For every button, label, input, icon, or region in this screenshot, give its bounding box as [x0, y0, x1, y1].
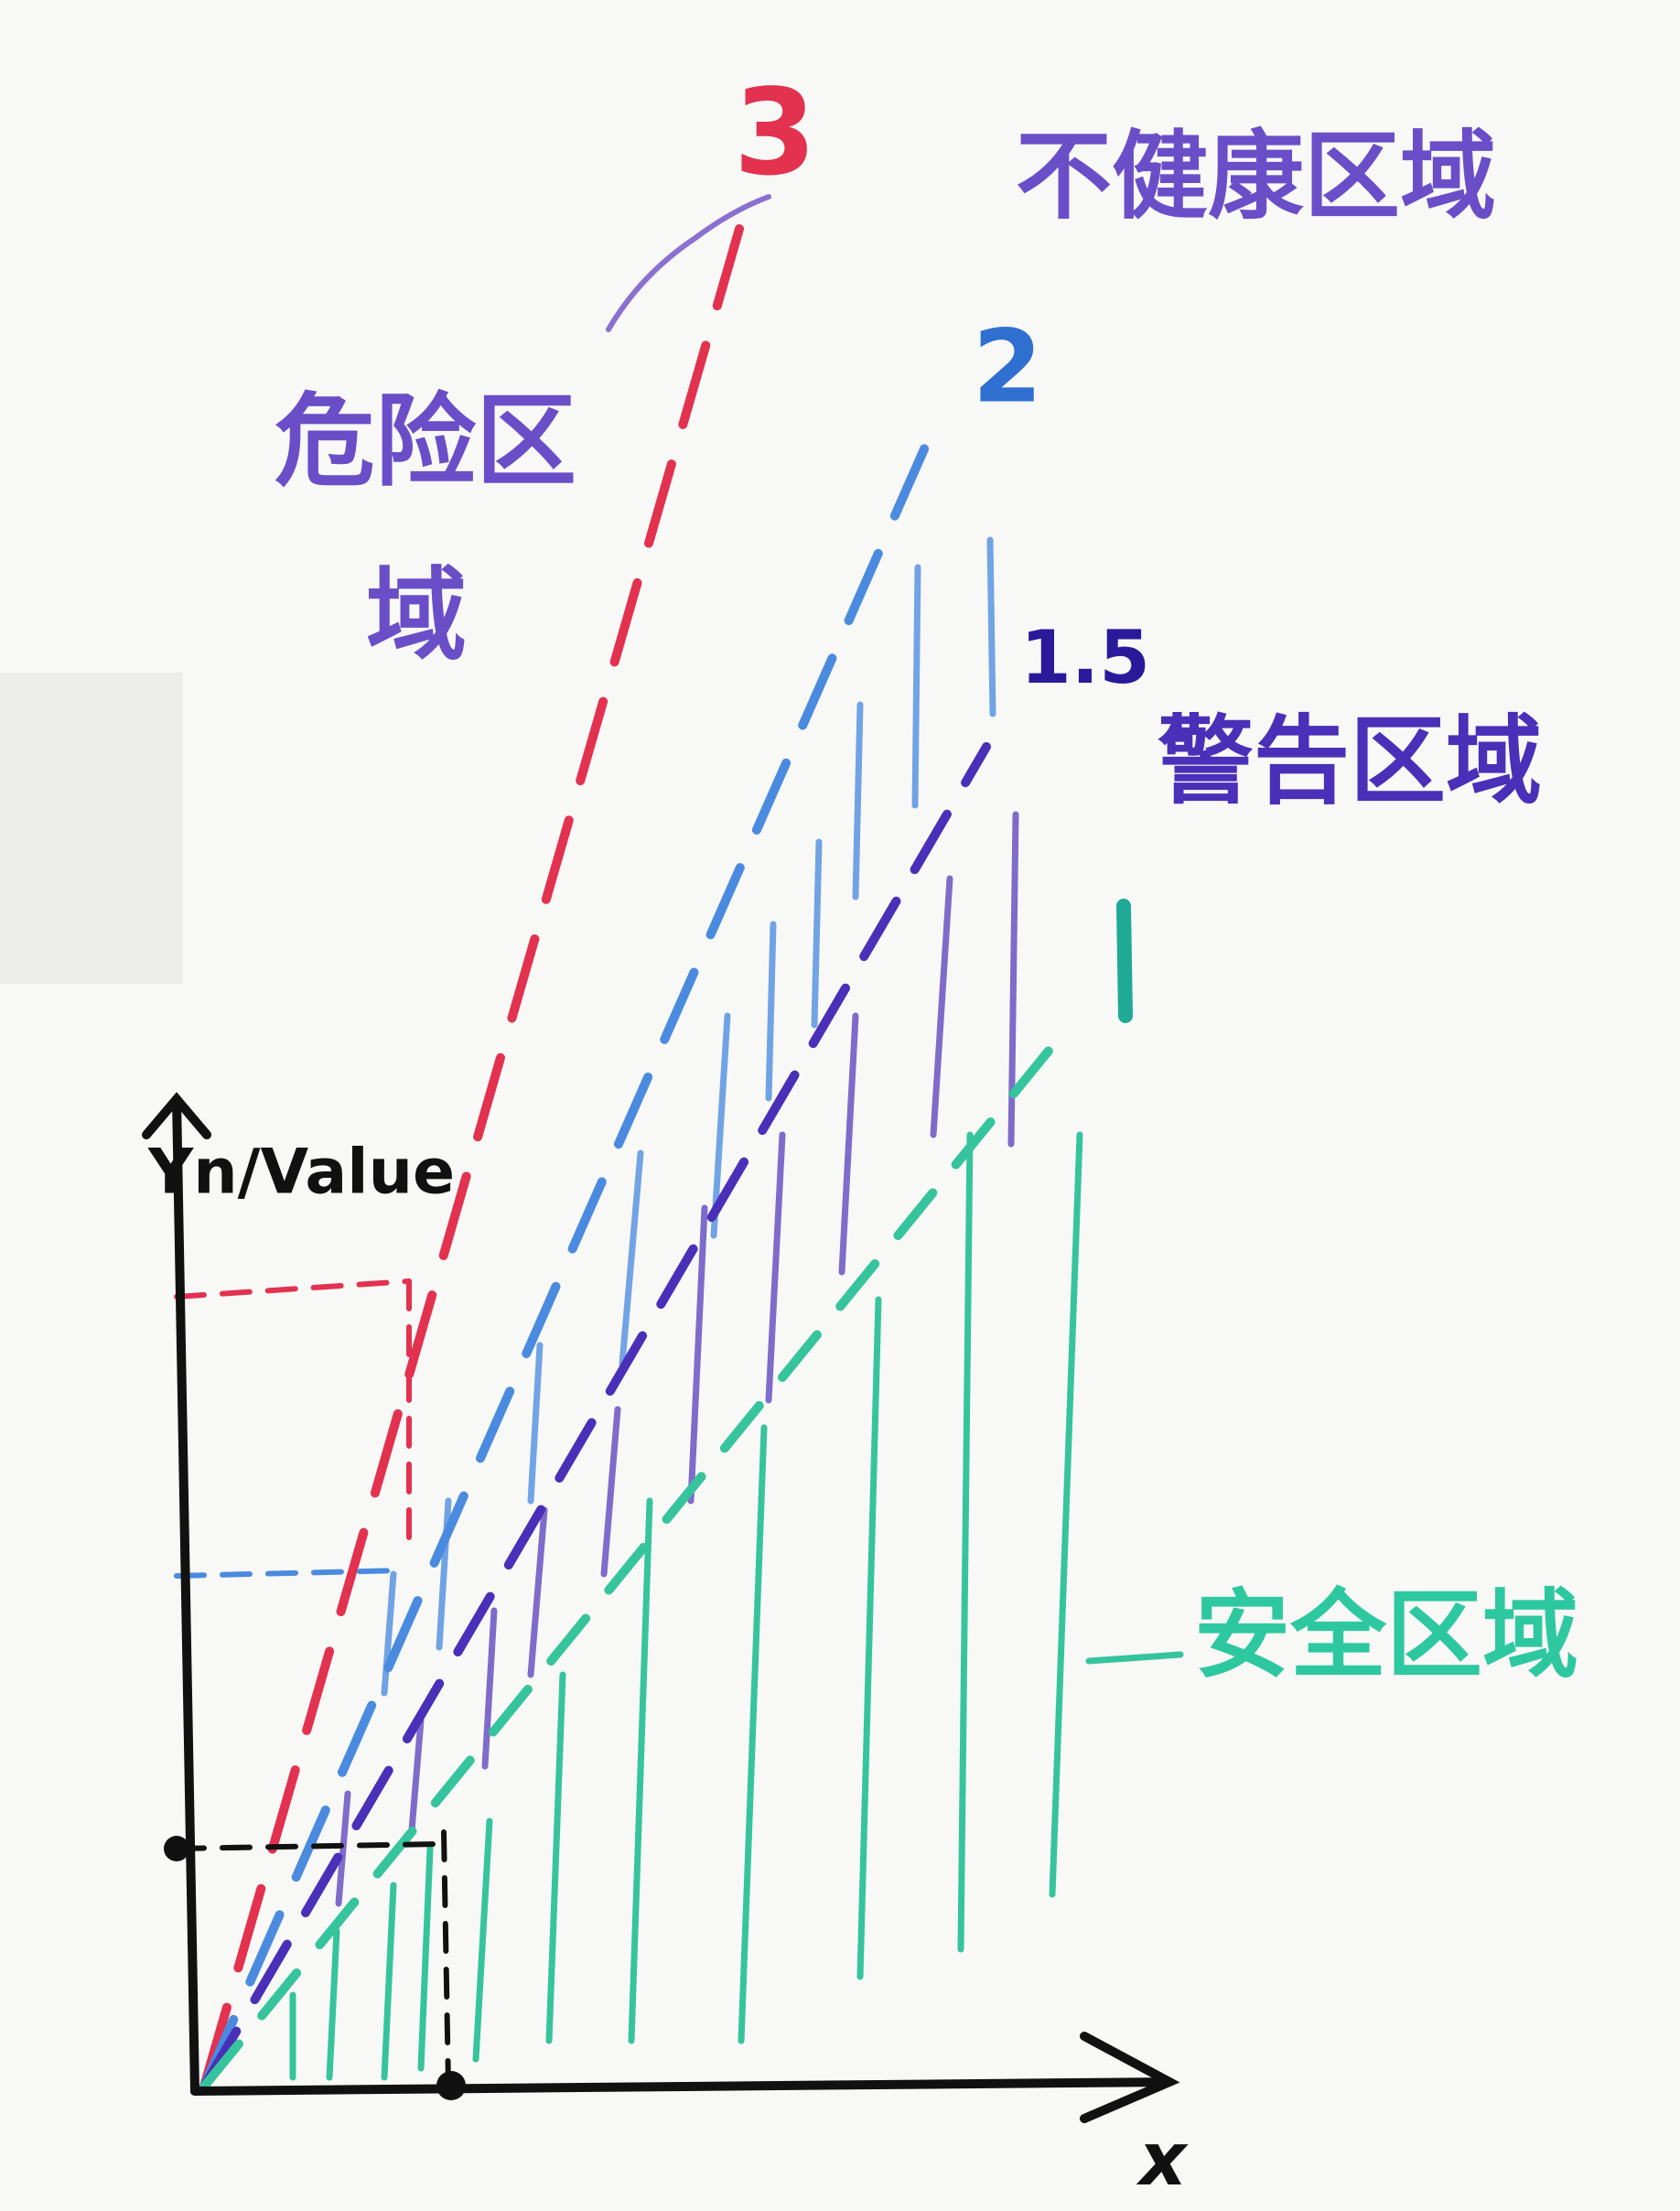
slope-label: 2	[973, 307, 1043, 425]
slope-label: 1.5	[1020, 615, 1150, 700]
axis-dot	[164, 1836, 189, 1861]
slope-line-3	[199, 224, 744, 2091]
region-label: 危险区	[275, 383, 576, 500]
region-label: 安全区域	[1194, 1580, 1578, 1691]
board-shadow	[0, 673, 183, 984]
black-guide	[174, 1841, 442, 1851]
y-axis-arrow	[142, 1092, 211, 1139]
x-axis-arrow	[1080, 2032, 1180, 2123]
slope-line-1-5	[199, 742, 991, 2091]
slope-line-1	[199, 1045, 1054, 2091]
slope-line-2	[199, 432, 934, 2091]
safe-hatching	[289, 1131, 1083, 2081]
safe-arrow	[1085, 1651, 1184, 1665]
region-label: 不健康区域	[1016, 121, 1496, 232]
axis-dot	[436, 2071, 466, 2100]
x-axis	[190, 2077, 1174, 2096]
blue-guide	[174, 1568, 404, 1579]
unhealthy-arrow	[606, 194, 771, 332]
black-guide-vertical	[441, 1829, 451, 2088]
y-axis-label: Yn/Value	[147, 1137, 455, 1209]
slope-label: 3	[734, 63, 816, 202]
red-guide	[174, 1278, 412, 1300]
safe-marker	[1116, 899, 1133, 1023]
region-label: 警告区域	[1158, 706, 1542, 817]
x-axis-label: x	[1136, 2117, 1189, 2202]
region-label: 域	[366, 556, 467, 674]
y-axis	[172, 1095, 199, 2096]
